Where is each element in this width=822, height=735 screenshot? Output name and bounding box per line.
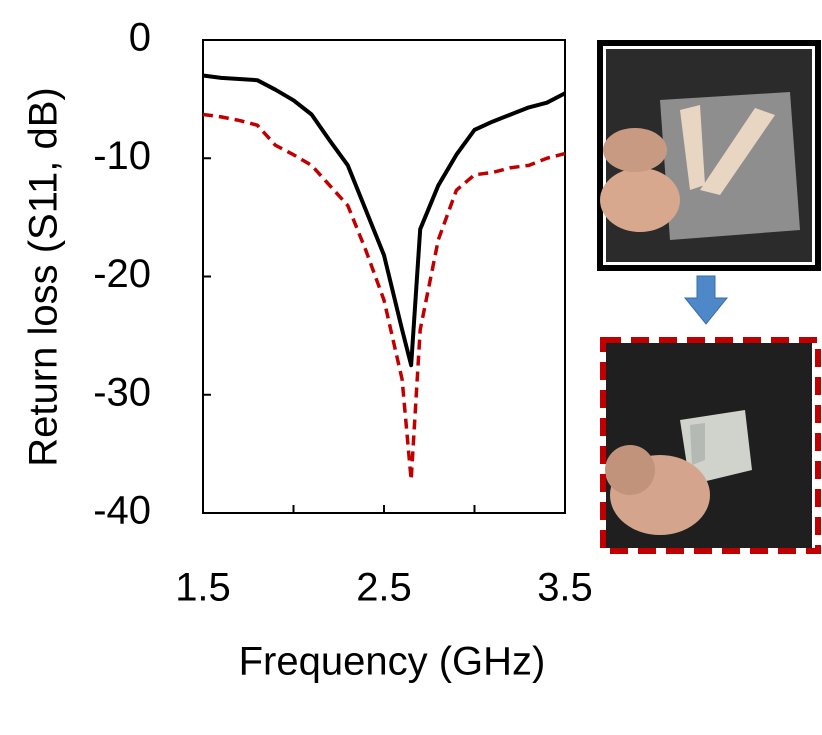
y-axis-title: Return loss (S11, dB) bbox=[22, 87, 66, 466]
photo-before bbox=[597, 40, 821, 271]
series-line bbox=[202, 112, 566, 482]
x-tick-label: 2.5 bbox=[356, 566, 412, 610]
y-tick-label: 0 bbox=[129, 16, 151, 60]
x-tick-label: 3.5 bbox=[537, 566, 593, 610]
y-tick-label: -20 bbox=[93, 252, 151, 296]
x-tick-label: 1.5 bbox=[175, 566, 231, 610]
x-axis-title: Frequency (GHz) bbox=[239, 640, 546, 684]
series-line bbox=[202, 73, 566, 368]
y-tick-label: -10 bbox=[93, 134, 151, 178]
photo-after bbox=[600, 337, 821, 554]
y-tick-label: -40 bbox=[93, 489, 151, 533]
plot-frame bbox=[202, 39, 566, 514]
arrow bbox=[683, 275, 729, 325]
y-tick-label: -30 bbox=[93, 370, 151, 414]
